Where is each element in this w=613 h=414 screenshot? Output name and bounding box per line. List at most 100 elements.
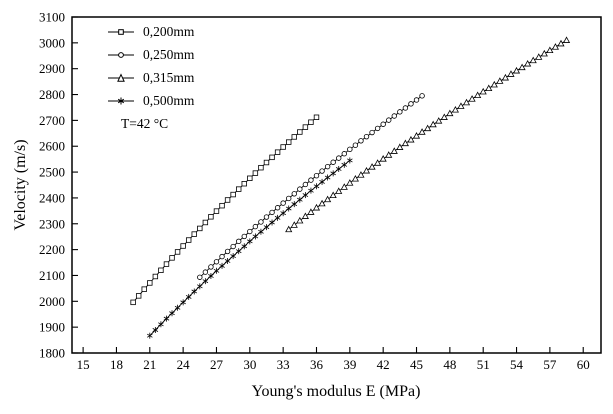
circle-marker bbox=[319, 168, 325, 174]
square-marker bbox=[313, 114, 320, 120]
square-marker bbox=[302, 124, 309, 130]
circle-marker bbox=[336, 155, 342, 161]
y-tick-label: 3100 bbox=[39, 10, 65, 25]
y-tick-label: 2100 bbox=[39, 268, 65, 283]
square-marker bbox=[274, 149, 281, 155]
x-tick-label: 48 bbox=[443, 357, 456, 372]
triangle-marker bbox=[285, 225, 293, 233]
circle-marker bbox=[286, 195, 292, 202]
circle-marker bbox=[397, 109, 403, 115]
star-marker bbox=[313, 184, 320, 189]
square-marker bbox=[180, 243, 186, 249]
triangle-marker bbox=[374, 159, 382, 166]
open-circle-marker-icon bbox=[106, 49, 136, 61]
square-marker bbox=[152, 273, 159, 280]
x-tick-label: 36 bbox=[310, 357, 324, 372]
star-marker bbox=[163, 316, 170, 321]
square-marker bbox=[130, 299, 136, 306]
star-marker bbox=[152, 328, 159, 332]
circle-marker bbox=[369, 129, 375, 136]
star-marker bbox=[235, 249, 242, 254]
circle-marker bbox=[330, 159, 336, 165]
circle-marker bbox=[386, 117, 392, 123]
star-marker bbox=[196, 284, 203, 289]
star-marker bbox=[252, 234, 259, 239]
square-marker bbox=[224, 197, 231, 203]
circle-marker bbox=[402, 105, 409, 111]
square-marker bbox=[185, 237, 192, 243]
circle-marker bbox=[347, 146, 353, 153]
circle-marker bbox=[202, 269, 209, 275]
triangle-marker bbox=[401, 139, 409, 147]
triangle-marker bbox=[412, 132, 421, 139]
triangle-marker bbox=[390, 147, 398, 154]
legend-item-0500mm: 0,500mm bbox=[106, 89, 194, 112]
circle-marker bbox=[408, 101, 414, 107]
square-marker bbox=[169, 255, 175, 261]
triangle-marker bbox=[446, 109, 454, 117]
star-marker bbox=[335, 167, 342, 171]
x-tick-label: 15 bbox=[77, 357, 90, 372]
circle-marker bbox=[419, 93, 425, 99]
star-marker bbox=[319, 179, 325, 184]
circle-marker bbox=[308, 177, 314, 183]
star-marker bbox=[263, 225, 270, 230]
x-tick-label: 24 bbox=[177, 357, 191, 372]
triangle-marker bbox=[490, 80, 498, 88]
star-marker bbox=[169, 311, 175, 316]
square-marker bbox=[241, 181, 247, 187]
star-marker bbox=[202, 279, 209, 284]
circle-marker bbox=[291, 191, 297, 197]
y-tick-label: 1900 bbox=[39, 320, 65, 335]
circle-marker bbox=[219, 253, 225, 260]
star-marker bbox=[174, 305, 181, 310]
triangle-marker bbox=[496, 77, 504, 84]
square-marker bbox=[158, 267, 164, 273]
star-marker-icon bbox=[106, 95, 136, 107]
open-triangle-marker-icon bbox=[106, 72, 136, 84]
circle-marker bbox=[341, 151, 347, 157]
triangle-marker bbox=[524, 59, 532, 67]
star-marker bbox=[258, 229, 264, 234]
triangle-marker bbox=[385, 151, 393, 158]
square-marker bbox=[280, 144, 286, 150]
circle-marker bbox=[363, 133, 370, 140]
triangle-marker bbox=[462, 98, 471, 106]
circle-marker bbox=[247, 228, 253, 235]
star-marker bbox=[191, 289, 198, 294]
circle-marker bbox=[413, 97, 420, 103]
triangle-marker bbox=[379, 155, 387, 162]
circle-marker bbox=[380, 121, 386, 127]
x-tick-label: 45 bbox=[410, 357, 423, 372]
y-axis-label: Velocity (m/s) bbox=[12, 139, 29, 231]
circle-marker bbox=[236, 238, 242, 245]
star-marker bbox=[208, 274, 214, 278]
square-marker bbox=[263, 159, 270, 166]
star-marker bbox=[185, 294, 192, 299]
triangle-marker bbox=[424, 124, 432, 132]
legend-item-0200mm: 0,200mm bbox=[106, 20, 194, 43]
star-marker bbox=[347, 158, 353, 163]
triangle-marker bbox=[529, 56, 537, 64]
square-marker bbox=[258, 164, 264, 171]
triangle-marker bbox=[546, 46, 554, 54]
star-marker bbox=[241, 244, 248, 249]
square-marker bbox=[174, 249, 181, 255]
triangle-marker bbox=[329, 191, 337, 199]
circle-marker bbox=[269, 209, 275, 216]
star-marker bbox=[324, 175, 331, 180]
triangle-marker bbox=[296, 216, 304, 224]
star-marker bbox=[230, 254, 236, 259]
star-marker bbox=[308, 188, 314, 193]
square-marker bbox=[208, 214, 214, 220]
triangle-marker bbox=[429, 120, 437, 128]
y-tick-label: 1800 bbox=[39, 346, 65, 361]
square-marker bbox=[197, 225, 203, 232]
triangle-marker bbox=[324, 195, 332, 203]
x-tick-label: 60 bbox=[577, 357, 590, 372]
y-tick-label: 2000 bbox=[39, 294, 65, 309]
circle-marker bbox=[374, 125, 381, 132]
triangle-marker bbox=[357, 171, 365, 178]
triangle-marker bbox=[474, 91, 482, 99]
